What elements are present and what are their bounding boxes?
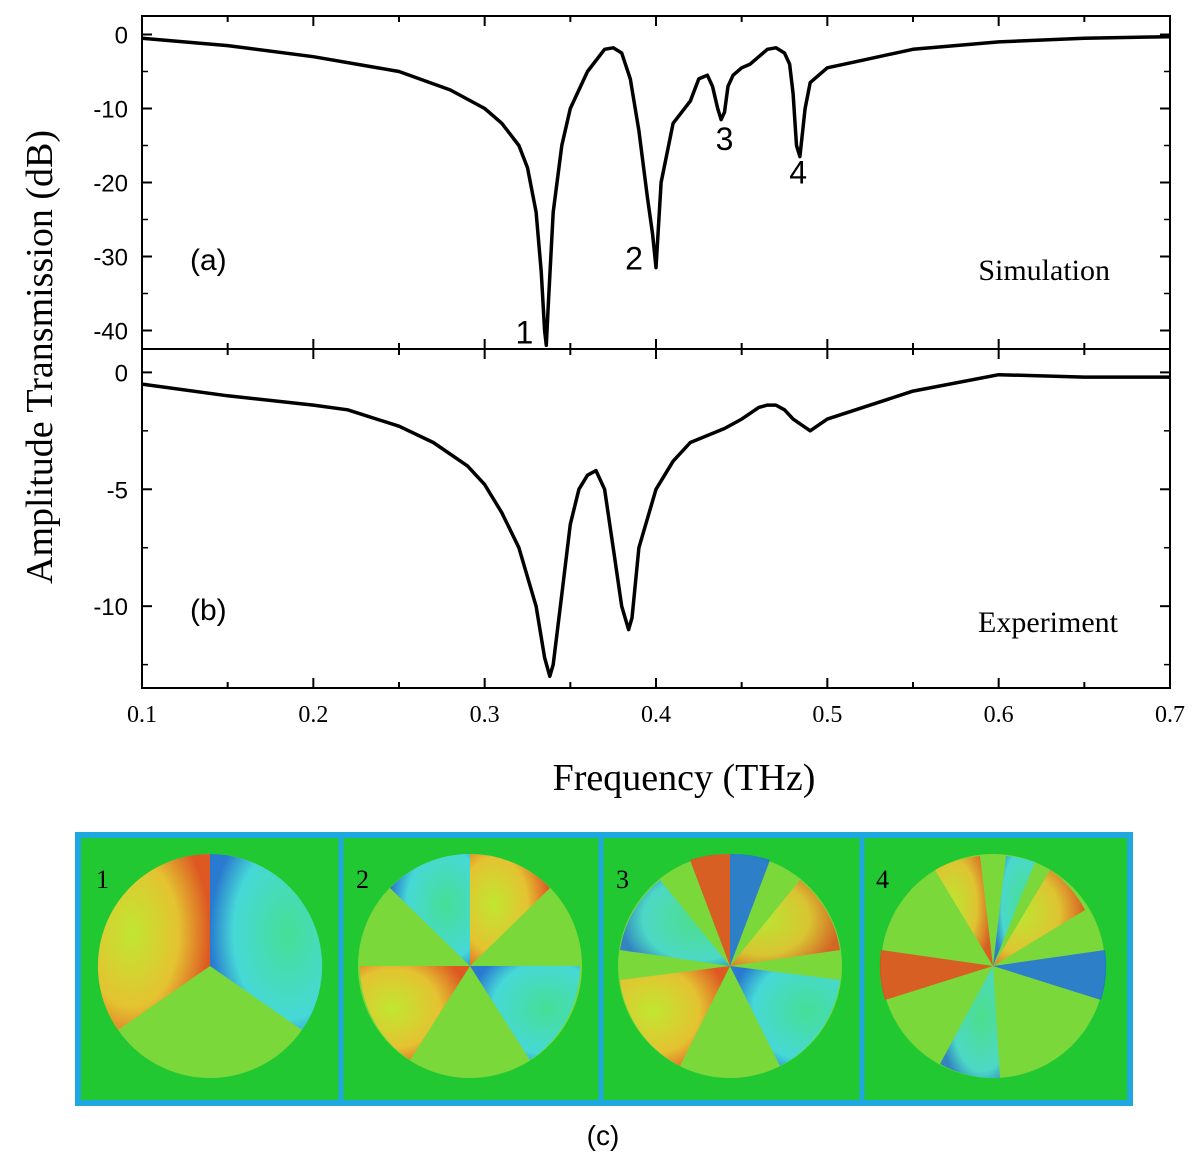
field-map-4-red-lobe-right [993,870,1085,966]
experiment-label: Experiment [978,606,1119,639]
field-map-3-label: 3 [616,865,629,894]
y-tick-label: -40 [93,319,128,346]
field-map-2: 2 [356,854,582,1078]
field-map-1-blue-lobe [210,853,323,1030]
panel-b: 0 -5 -10 (b) Experiment [93,348,1171,689]
x-tick-label: 0.5 [812,702,842,728]
field-map-3-blue-lobe [730,853,770,966]
field-map-3-red-lobe [690,853,730,966]
resonance-labels: 1 2 3 4 [515,121,807,350]
experiment-line [141,372,1170,679]
panel-a-y-ticks: 0 -10 -20 -30 -40 [93,23,1170,346]
field-map-2-red-lobe-lower [359,966,470,1060]
y-tick-label: -30 [93,245,128,272]
field-map-1-red-lobe [97,853,210,1030]
x-tick-label: 0.7 [1155,702,1185,728]
y-tick-label: -20 [93,171,128,198]
panel-a-x-ticks [226,16,1086,349]
y-tick-label: -5 [107,477,128,504]
field-map-3: 3 [616,853,842,1078]
resonance-label: 1 [515,314,533,350]
panel-b-label: (b) [190,594,227,627]
field-maps: 1 2 3 [75,832,1133,1106]
field-map-4-red-lobe-top [935,856,993,966]
field-map-4-blue-lobe [993,950,1107,1000]
field-map-1-label: 1 [96,865,109,894]
field-map-1: 1 [96,853,323,1078]
x-tick-label: 0.3 [470,702,500,728]
x-tick-label: 0.6 [984,702,1014,728]
field-map-3-red-lobe-side [730,880,840,966]
field-map-4-blue-lobe-top [993,856,1035,966]
panel-a: 0 -10 -20 -30 -40 1 2 3 4 (a) Simulation [93,15,1171,350]
field-map-2-label: 2 [356,865,369,894]
panel-a-frame [141,15,1171,350]
panel-b-y-ticks: 0 -5 -10 [93,360,1170,666]
resonance-label: 3 [716,121,734,157]
field-map-4-red-lobe [879,950,993,1000]
field-map-3-red-lobe-lower [620,966,730,1066]
simulation-line [141,34,1171,348]
field-map-4-blue-lobe-bottom [940,966,1000,1079]
x-tick-label: 0.4 [641,702,671,728]
y-tick-label: -10 [93,97,128,124]
resonance-label: 4 [789,155,807,191]
panel-b-x-ticks [226,349,1086,688]
field-map-3-blue-lobe-lower [730,966,840,1066]
y-tick-label: 0 [115,360,128,387]
field-map-2-blue-lobe [390,854,470,966]
y-tick-label: 0 [115,23,128,50]
panel-a-label: (a) [190,244,227,277]
field-map-2-red-lobe [470,854,550,966]
field-map-3-blue-lobe-side [620,880,730,966]
field-maps-caption: (c) [587,1120,620,1151]
x-axis-title: Frequency (THz) [553,757,816,799]
x-tick-label: 0.2 [298,702,328,728]
x-tick-label: 0.1 [127,702,157,728]
field-map-4-label: 4 [876,865,889,894]
field-map-2-blue-lobe-lower [470,966,581,1060]
x-tick-labels: 0.1 0.2 0.3 0.4 0.5 0.6 0.7 [127,702,1185,728]
y-tick-label: -10 [93,594,128,621]
resonance-label: 2 [625,241,643,277]
simulation-label: Simulation [978,254,1110,287]
y-axis-title: Amplitude Transmission (dB) [19,130,61,584]
field-map-4: 4 [876,854,1107,1079]
